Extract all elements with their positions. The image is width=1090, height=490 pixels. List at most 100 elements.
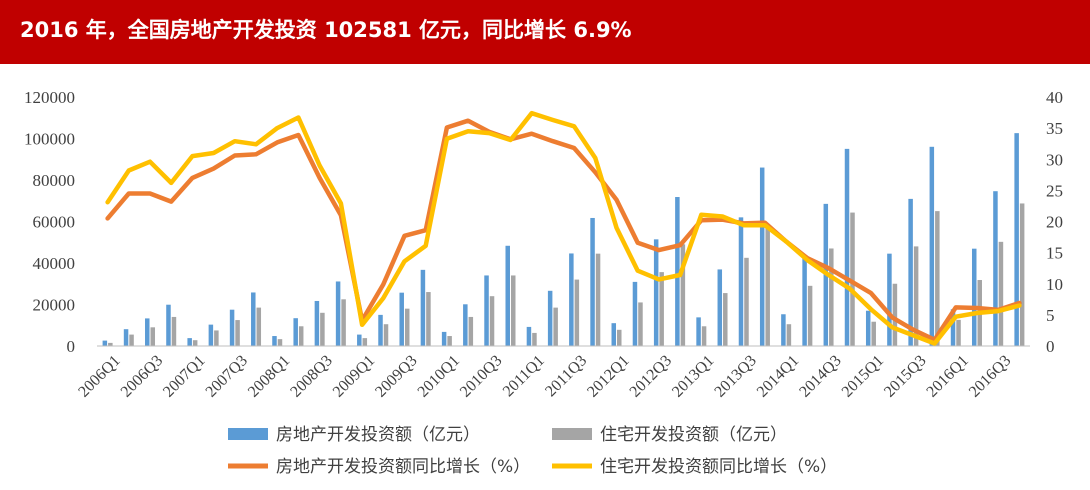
bar-total-investment [802, 257, 807, 346]
bar-total-investment [717, 269, 723, 346]
bar-residential-investment [786, 324, 792, 346]
bar-residential-investment [256, 307, 262, 346]
right-axis: 0 5 10 15 20 25 30 35 40 [1046, 88, 1063, 356]
bar-total-investment [929, 146, 935, 346]
bar-total-investment [293, 318, 298, 346]
bar-residential-investment [659, 272, 664, 346]
bars-total-investment [102, 133, 1019, 346]
bar-total-investment [484, 275, 489, 346]
bar-residential-investment [723, 293, 728, 346]
growth-lines [105, 110, 1022, 346]
bar-total-investment [526, 326, 532, 346]
bar-total-investment [950, 309, 956, 346]
bar-residential-investment [426, 292, 431, 346]
bar-total-investment [908, 198, 913, 346]
bar-residential-investment [362, 338, 368, 346]
bar-residential-investment [277, 339, 283, 346]
bar-total-investment [738, 217, 744, 346]
x-tick-label: 2015Q1 [839, 352, 887, 400]
legend-item-residential-growth: 住宅开发投资额同比增长（%） [552, 457, 837, 477]
bar-residential-investment [1019, 203, 1025, 346]
bars-residential-investment [108, 203, 1025, 346]
bar-residential-investment [680, 244, 686, 346]
x-tick-label: 2008Q3 [287, 352, 335, 400]
bar-total-investment [208, 324, 214, 346]
bar-residential-investment [171, 316, 177, 346]
bar-residential-investment [850, 212, 855, 346]
bar-residential-investment [935, 211, 940, 346]
bar-total-investment [547, 290, 553, 346]
bar-residential-investment [807, 285, 813, 346]
legend-swatch [552, 428, 592, 440]
x-tick-label: 2016Q1 [923, 352, 971, 400]
bar-total-investment [505, 245, 510, 346]
y-right-tick-label: 30 [1046, 150, 1063, 169]
bar-total-investment [123, 329, 129, 346]
bar-residential-investment [892, 283, 898, 346]
bar-residential-investment [404, 308, 410, 346]
bar-total-investment [166, 304, 171, 346]
bar-residential-investment [129, 334, 134, 346]
y-left-tick-label: 100000 [24, 130, 75, 149]
x-tick-label: 2014Q3 [796, 352, 844, 400]
x-tick-label: 2010Q1 [415, 352, 463, 400]
bar-total-investment [229, 309, 235, 346]
bar-residential-investment [871, 321, 876, 346]
x-tick-label: 2015Q3 [881, 352, 929, 400]
bar-residential-investment [489, 296, 495, 346]
legend-item-total-growth: 房地产开发投资额同比增长（%） [228, 457, 530, 477]
bar-total-investment [632, 281, 638, 346]
y-right-tick-label: 0 [1046, 337, 1055, 356]
x-axis: 2006Q12006Q32007Q12007Q32008Q12008Q32009… [75, 352, 1014, 400]
bar-residential-investment [638, 302, 643, 346]
x-tick-label: 2008Q1 [245, 352, 293, 400]
bar-residential-investment [320, 312, 325, 346]
legend: 房地产开发投资额（亿元） 住宅开发投资额（亿元） 房地产开发投资额同比增长（%） 住宅… [228, 425, 837, 477]
x-tick-label: 2007Q3 [203, 352, 251, 400]
bar-total-investment [187, 338, 192, 346]
legend-item-total-investment: 房地产开发投资额（亿元） [228, 425, 480, 445]
bar-residential-investment [298, 326, 304, 346]
bar-total-investment [1014, 133, 1019, 346]
bar-residential-investment [532, 332, 537, 346]
legend-label: 住宅开发投资额（亿元） [600, 425, 787, 445]
y-right-tick-label: 40 [1046, 88, 1063, 107]
x-tick-label: 2011Q3 [542, 352, 590, 400]
legend-label: 房地产开发投资额同比增长（%） [276, 457, 530, 477]
x-tick-label: 2013Q1 [669, 352, 717, 400]
bar-total-investment [272, 336, 277, 346]
bar-residential-investment [447, 336, 452, 346]
y-left-tick-label: 20000 [33, 296, 76, 315]
bar-total-investment [378, 314, 383, 346]
y-right-tick-label: 10 [1046, 275, 1063, 294]
bar-residential-investment [574, 279, 580, 346]
x-tick-label: 2013Q3 [711, 352, 759, 400]
bar-residential-investment [829, 248, 834, 346]
y-right-tick-label: 25 [1046, 181, 1063, 200]
left-axis: 0 20000 40000 60000 80000 100000 120000 [24, 88, 75, 356]
y-right-tick-label: 5 [1046, 306, 1055, 325]
bar-total-investment [675, 197, 680, 346]
y-left-tick-label: 80000 [33, 171, 76, 190]
bar-residential-investment [214, 330, 219, 346]
bar-total-investment [590, 217, 595, 346]
legend-label: 房地产开发投资额（亿元） [276, 425, 480, 445]
bar-residential-investment [341, 299, 346, 346]
bar-residential-investment [553, 307, 558, 346]
line-residential-growth [105, 110, 1022, 346]
bar-residential-investment [108, 342, 113, 346]
bar-total-investment [145, 318, 150, 346]
y-right-tick-label: 35 [1046, 119, 1063, 138]
x-tick-label: 2007Q1 [160, 352, 208, 400]
bar-total-investment [441, 331, 447, 346]
bar-residential-investment [235, 320, 240, 346]
bar-residential-investment [956, 319, 961, 346]
title-bar: 2016 年，全国房地产开发投资 102581 亿元，同比增长 6.9% [0, 0, 1090, 64]
bar-total-investment [611, 323, 617, 346]
x-tick-label: 2014Q1 [754, 352, 802, 400]
legend-item-residential-investment: 住宅开发投资额（亿元） [552, 425, 787, 445]
bar-residential-investment [701, 326, 707, 346]
bar-total-investment [569, 253, 574, 346]
bar-total-investment [653, 239, 659, 346]
line-total-growth [105, 118, 1022, 343]
